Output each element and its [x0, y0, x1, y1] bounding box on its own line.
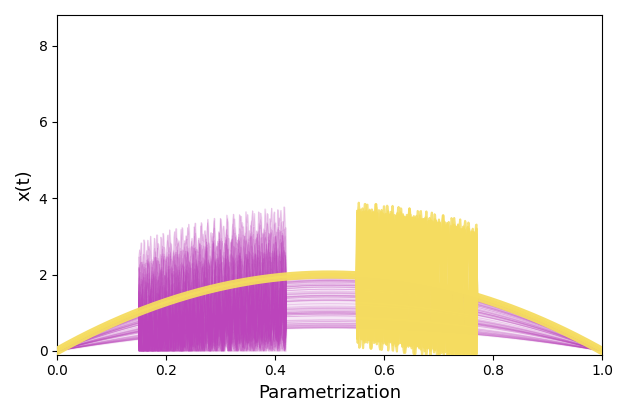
Y-axis label: x(t): x(t)	[15, 169, 33, 201]
X-axis label: Parametrization: Parametrization	[258, 384, 401, 402]
